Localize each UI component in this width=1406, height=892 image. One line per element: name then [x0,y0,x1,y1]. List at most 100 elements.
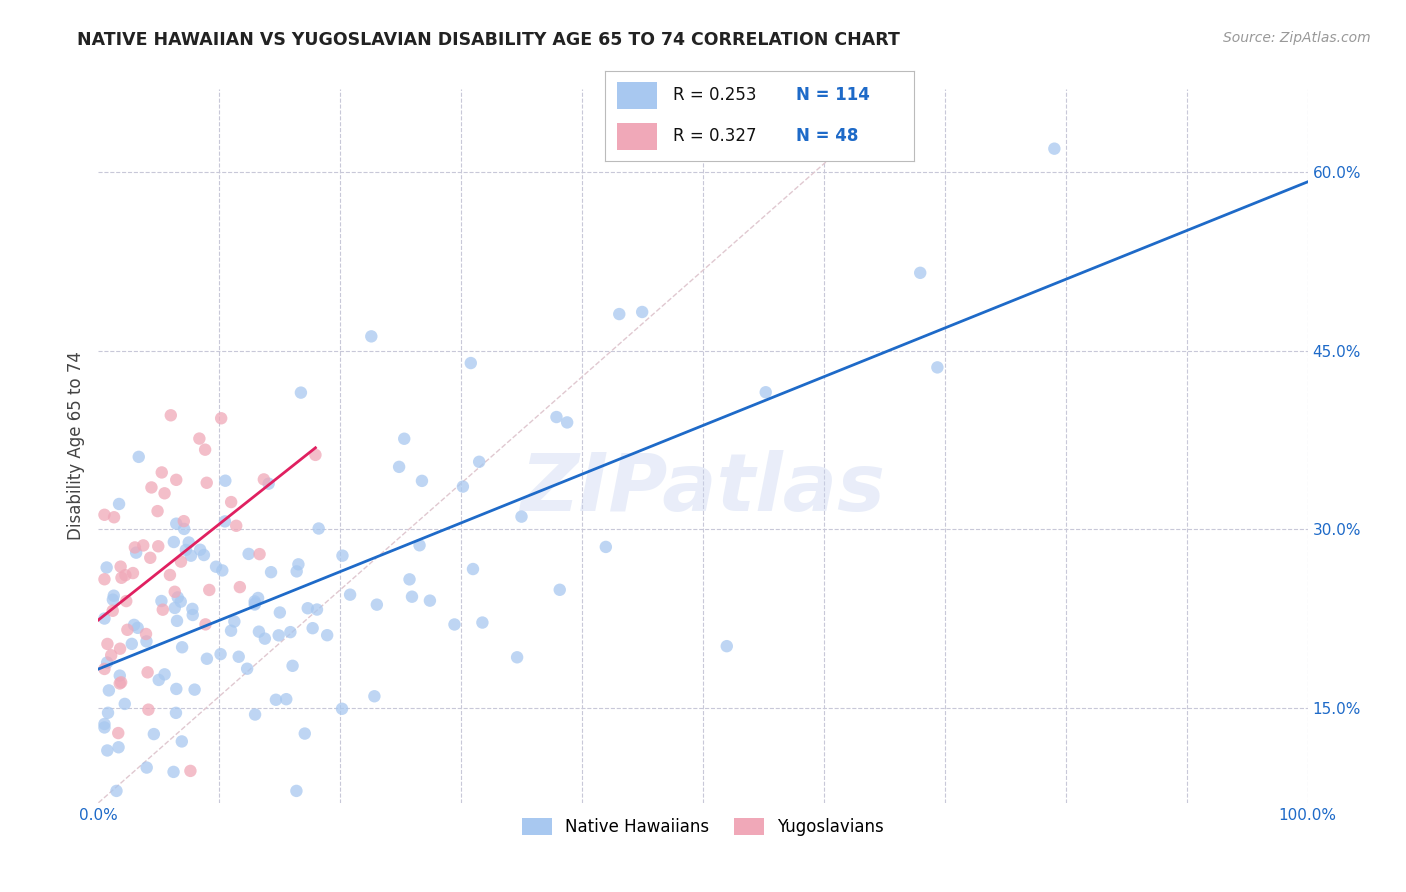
Point [103,510,125,524]
Point [159,409,181,423]
Point [269,606,291,620]
Point [97,683,120,698]
Point [101,604,124,618]
Point [595,540,617,554]
Point [219,624,242,638]
Point [305,602,328,616]
Point [114,697,136,711]
Point [443,617,465,632]
Point [238,547,260,561]
Point [170,555,193,569]
Y-axis label: Disability Age 65 to 74: Disability Age 65 to 74 [66,351,84,541]
Point [253,632,276,646]
Point [172,640,194,655]
Point [93,572,115,586]
Point [114,568,136,582]
Point [253,472,276,486]
Text: NATIVE HAWAIIAN VS YUGOSLAVIAN DISABILITY AGE 65 TO 74 CORRELATION CHART: NATIVE HAWAIIAN VS YUGOSLAVIAN DISABILIT… [77,31,900,49]
Point [127,621,149,635]
Point [165,516,187,531]
Text: R = 0.253: R = 0.253 [672,87,756,104]
Point [339,588,361,602]
Point [330,702,353,716]
Point [308,521,330,535]
Point [163,535,186,549]
Point [908,266,931,280]
Point [260,565,283,579]
Point [96,560,118,574]
Point [110,571,132,585]
Point [139,550,162,565]
Point [506,650,529,665]
Point [117,623,139,637]
Point [285,784,308,798]
Point [209,647,232,661]
Point [122,566,145,580]
Point [165,706,187,720]
Point [276,692,298,706]
Point [150,594,173,608]
Point [152,603,174,617]
Point [135,634,157,648]
Point [236,662,259,676]
Point [607,307,630,321]
Point [141,480,163,494]
Point [411,474,433,488]
Point [181,602,204,616]
Point [245,596,267,610]
Point [394,432,416,446]
Legend: Native Hawaiians, Yugoslavians: Native Hawaiians, Yugoslavians [513,810,893,845]
Point [631,305,654,319]
Point [510,509,533,524]
Point [468,455,491,469]
Point [188,542,211,557]
Point [267,628,290,642]
Point [1043,142,1066,156]
Point [249,547,271,561]
Point [363,690,385,704]
Point [93,721,115,735]
Bar [617,82,657,109]
Point [150,466,173,480]
Point [194,442,217,457]
Point [214,515,236,529]
Point [138,703,160,717]
Bar [617,123,657,150]
Point [103,589,125,603]
Point [96,637,118,651]
Point [93,508,115,522]
Point [173,522,195,536]
Text: ZIPatlas: ZIPatlas [520,450,886,528]
Point [398,573,420,587]
Point [388,459,411,474]
Text: N = 48: N = 48 [796,128,859,145]
Point [257,476,280,491]
Point [93,662,115,676]
Point [170,594,193,608]
Point [247,624,270,639]
Point [174,542,197,557]
Point [125,546,148,560]
Point [107,740,129,755]
Point [460,356,482,370]
Point [287,558,309,572]
Point [179,764,201,778]
Point [180,549,202,563]
Point [281,658,304,673]
Point [205,559,228,574]
Point [148,539,170,553]
Point [408,538,430,552]
Point [110,675,132,690]
Point [280,625,302,640]
Text: R = 0.327: R = 0.327 [672,128,756,145]
Point [228,649,250,664]
Point [121,637,143,651]
Point [332,549,354,563]
Point [290,385,312,400]
Point [100,648,122,663]
Point [159,568,181,582]
Point [301,621,323,635]
Point [419,593,441,607]
Point [401,590,423,604]
Point [225,518,247,533]
